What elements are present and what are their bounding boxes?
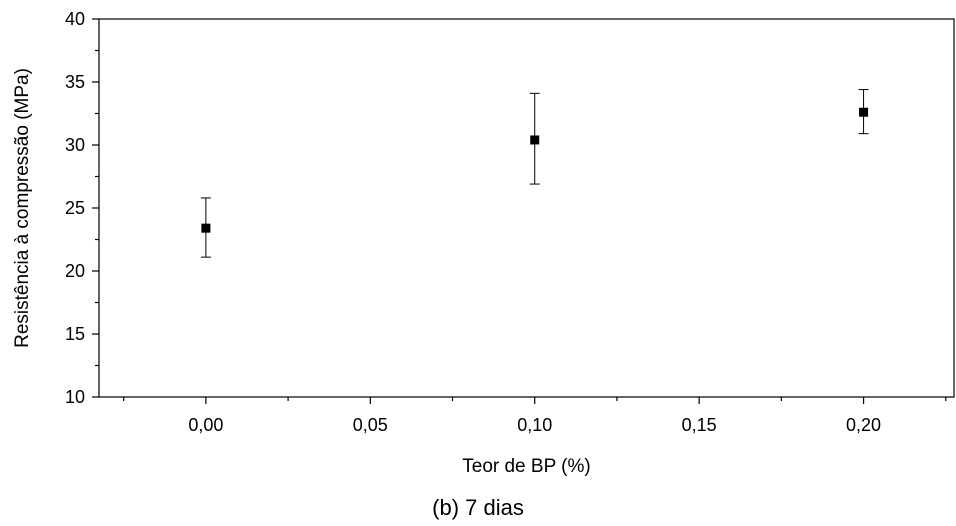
x-tick-label: 0,10: [517, 415, 552, 435]
x-axis-label: Teor de BP (%): [462, 456, 590, 477]
y-tick-label: 25: [65, 198, 85, 218]
y-tick-label: 10: [65, 387, 85, 407]
y-tick-label: 15: [65, 324, 85, 344]
y-axis-label: Resistência à compressão (MPa): [12, 68, 33, 348]
data-point: [201, 223, 211, 233]
y-tick-label: 30: [65, 135, 85, 155]
x-tick-label: 0,15: [682, 415, 717, 435]
x-tick-label: 0,20: [846, 415, 881, 435]
ticks: 10 15 20 25 30 35 40 0,00 0,05 0,10 0,15 0,20: [65, 9, 947, 435]
x-tick-label: 0,05: [353, 415, 388, 435]
axes: [98, 18, 955, 398]
data-point: [859, 107, 869, 117]
y-tick-label: 20: [65, 261, 85, 281]
y-tick-label: 40: [65, 9, 85, 29]
data-point: [530, 135, 540, 145]
figure-caption: (b) 7 dias: [432, 495, 524, 520]
data-marks: [200, 89, 869, 258]
plot-frame: [98, 18, 955, 398]
x-tick-label: 0,00: [188, 415, 223, 435]
chart-area: 10 15 20 25 30 35 40 0,00 0,05 0,10 0,15 0,20 Teor …: [12, 9, 955, 477]
y-tick-label: 35: [65, 72, 85, 92]
